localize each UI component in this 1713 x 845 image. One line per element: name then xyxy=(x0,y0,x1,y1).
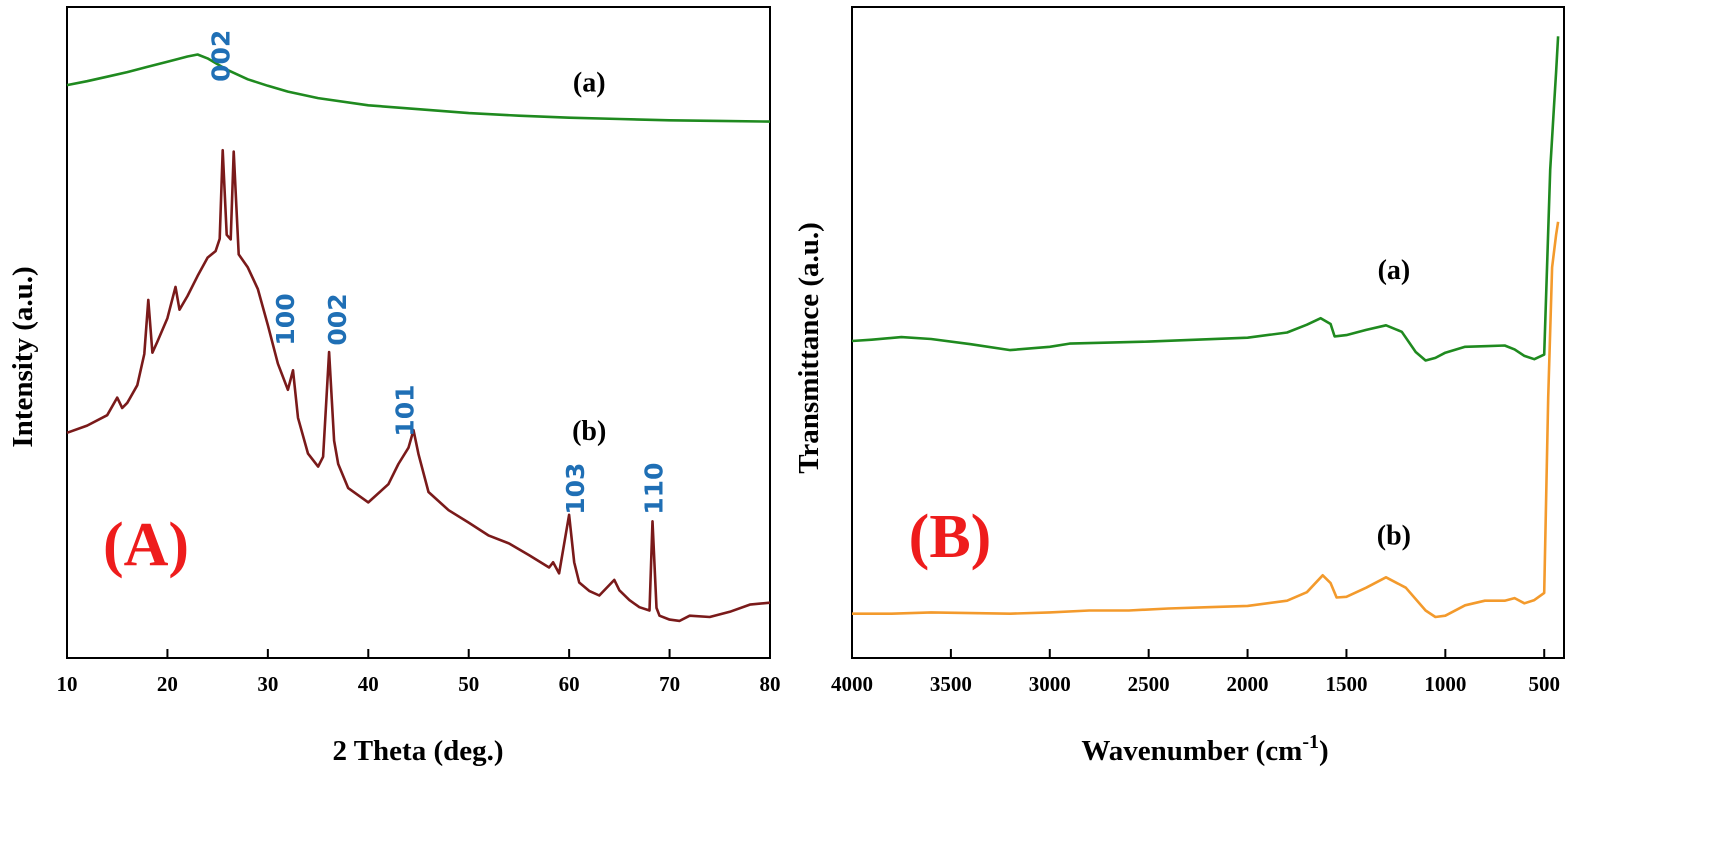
panel-b-label: (B) xyxy=(909,503,992,571)
series-line-a xyxy=(66,53,771,123)
panel-b-x-axis-title-superscript: -1 xyxy=(1302,731,1319,753)
x-tick-label: 3500 xyxy=(930,672,972,696)
series-line-b xyxy=(852,221,1560,619)
panel-b-y-axis-title: Transmittance (a.u.) xyxy=(793,222,825,474)
x-tick-label: 40 xyxy=(358,672,379,696)
x-tick-label: 70 xyxy=(659,672,680,696)
series-label: (b) xyxy=(572,416,606,447)
x-tick-label: 20 xyxy=(157,672,178,696)
panel-a-series-labels: (a) (b) xyxy=(572,68,606,447)
series-label: (a) xyxy=(573,68,606,99)
x-tick-label: 2500 xyxy=(1128,672,1170,696)
panel-b-x-ticks: 4000 3500 3000 2500 2000 1500 1000 500 xyxy=(831,649,1560,696)
panel-b-series xyxy=(851,36,1560,619)
panel-b-x-axis-title-main: Wavenumber (cm xyxy=(1081,735,1302,767)
x-tick-label: 50 xyxy=(458,672,479,696)
x-tick-label: 2000 xyxy=(1227,672,1269,696)
panel-b-ftir-chart: 4000 3500 3000 2500 2000 1500 1000 500 (a) (b) W… xyxy=(793,6,1565,767)
peak-label: 101 xyxy=(391,385,420,437)
x-tick-label: 1500 xyxy=(1325,672,1367,696)
x-tick-label: 60 xyxy=(559,672,580,696)
panel-a-x-axis-title: 2 Theta (deg.) xyxy=(332,735,503,767)
series-label: (a) xyxy=(1378,255,1411,286)
peak-label: 103 xyxy=(561,463,590,515)
x-tick-label: 10 xyxy=(57,672,78,696)
x-tick-label: 1000 xyxy=(1424,672,1466,696)
series-line-b xyxy=(66,148,771,623)
panel-a-plot-frame xyxy=(66,6,771,659)
panel-a-series xyxy=(66,53,771,623)
panel-a-y-axis-title: Intensity (a.u.) xyxy=(7,266,39,447)
peak-label: 002 xyxy=(323,293,352,345)
x-tick-label: 3000 xyxy=(1029,672,1071,696)
series-label: (b) xyxy=(1377,521,1411,552)
panel-b-x-axis-title: Wavenumber (cm-1) xyxy=(1081,731,1328,767)
peak-label: 002 xyxy=(207,30,236,82)
x-tick-label: 500 xyxy=(1528,672,1560,696)
series-line-a xyxy=(851,36,1560,362)
panel-b-plot-frame xyxy=(851,6,1565,659)
x-tick-label: 30 xyxy=(257,672,278,696)
peak-label: 100 xyxy=(271,293,300,345)
panel-a-peak-labels: 002 100 002 101 103 110 xyxy=(207,30,669,515)
panel-a-x-ticks: 10 20 30 40 50 60 70 80 xyxy=(57,649,781,696)
x-tick-label: 80 xyxy=(760,672,781,696)
panel-a-label: (A) xyxy=(103,511,189,579)
peak-label: 110 xyxy=(640,463,669,515)
x-tick-label: 4000 xyxy=(831,672,873,696)
panel-b-x-axis-title-suffix: ) xyxy=(1319,735,1329,767)
panel-b-series-labels: (a) (b) xyxy=(1377,255,1411,552)
